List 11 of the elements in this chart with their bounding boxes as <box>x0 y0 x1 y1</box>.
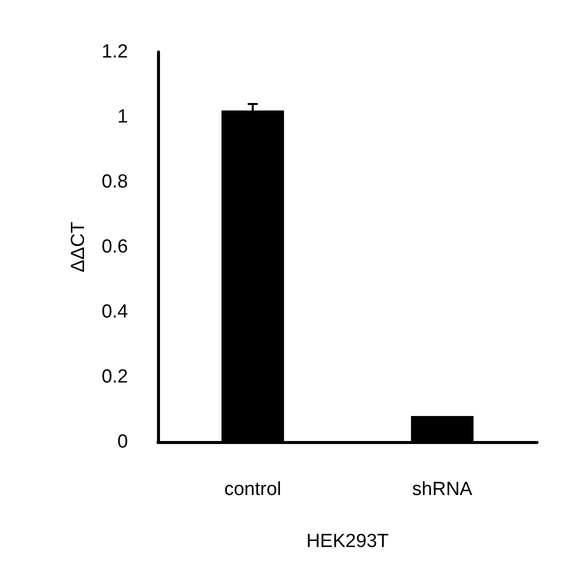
y-tick-label: 0.6 <box>102 236 128 258</box>
y-tick-label: 1 <box>117 106 128 128</box>
y-tick-label: 0 <box>117 432 128 452</box>
y-tick-label: 0.8 <box>102 172 128 192</box>
x-tick-label: shRNA <box>412 479 473 500</box>
x-axis-title: HEK293T <box>306 531 390 552</box>
y-axis-title: ΔΔCT <box>68 221 89 272</box>
y-tick-label: 0.4 <box>102 302 128 322</box>
y-tick-label: 1.2 <box>102 42 128 62</box>
y-tick-label: 0.2 <box>102 366 128 388</box>
x-tick-label: control <box>224 479 282 500</box>
